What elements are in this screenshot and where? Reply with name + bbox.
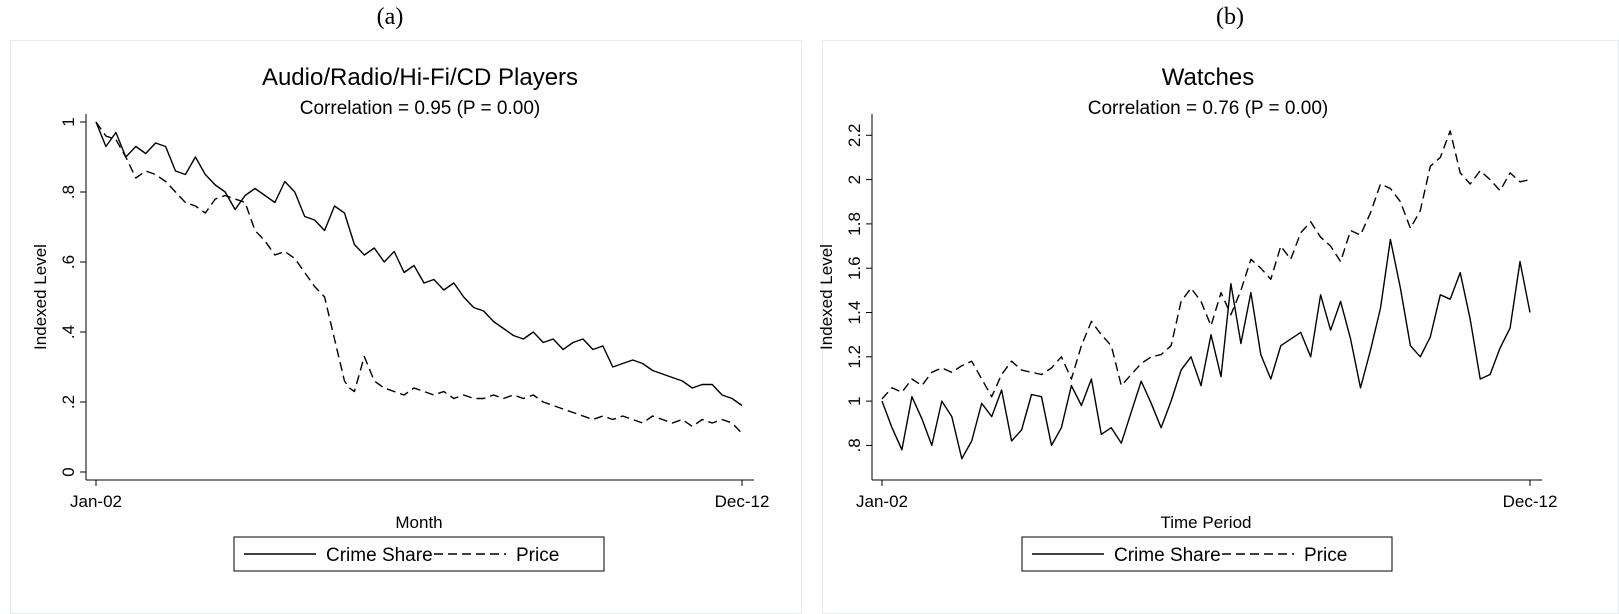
legend-label: Price bbox=[1304, 545, 1347, 566]
x-tick-label: Jan-02 bbox=[856, 492, 908, 511]
y-tick-label: .2 bbox=[59, 395, 78, 409]
y-tick-label: 1.6 bbox=[845, 256, 864, 280]
y-tick-label: 1.2 bbox=[845, 345, 864, 369]
x-axis-title: Time Period bbox=[1160, 513, 1251, 532]
x-axis-title: Month bbox=[395, 513, 442, 532]
panel-a-frame bbox=[10, 40, 802, 614]
chart-subtitle: Correlation = 0.95 (P = 0.00) bbox=[300, 98, 540, 119]
y-tick-label: 2 bbox=[845, 175, 864, 184]
legend-label: Price bbox=[516, 545, 559, 566]
y-tick-label: .8 bbox=[845, 438, 864, 452]
x-tick-label: Dec-12 bbox=[715, 492, 770, 511]
chart-title: Watches bbox=[1162, 64, 1254, 91]
panel-a-label: (a) bbox=[376, 4, 404, 30]
series-line-crime-share bbox=[881, 238, 1531, 460]
y-tick-label: 1 bbox=[59, 117, 78, 126]
y-tick-label: 1.4 bbox=[845, 301, 864, 325]
chart-title: Audio/Radio/Hi-Fi/CD Players bbox=[262, 64, 578, 91]
y-tick-label: 1.8 bbox=[845, 212, 864, 236]
x-tick-label: Dec-12 bbox=[1503, 492, 1558, 511]
series-line-price bbox=[95, 121, 743, 434]
chart-subtitle: Correlation = 0.76 (P = 0.00) bbox=[1088, 98, 1328, 119]
y-tick-label: .8 bbox=[59, 185, 78, 199]
y-tick-label: 1 bbox=[845, 396, 864, 405]
x-tick-label: Jan-02 bbox=[70, 492, 122, 511]
panel-b-label: (b) bbox=[1216, 4, 1244, 30]
y-tick-label: .4 bbox=[59, 325, 78, 339]
y-tick-label: 2.2 bbox=[845, 123, 864, 147]
panel-b-frame bbox=[822, 40, 1619, 614]
legend-label: Crime Share bbox=[1114, 545, 1221, 566]
y-tick-label: 0 bbox=[59, 467, 78, 476]
y-axis-title: Indexed Level bbox=[31, 244, 50, 350]
y-axis-title: Indexed Level bbox=[817, 244, 836, 350]
series-line-crime-share bbox=[95, 121, 743, 407]
legend-label: Crime Share bbox=[326, 545, 433, 566]
y-tick-label: .6 bbox=[59, 255, 78, 269]
